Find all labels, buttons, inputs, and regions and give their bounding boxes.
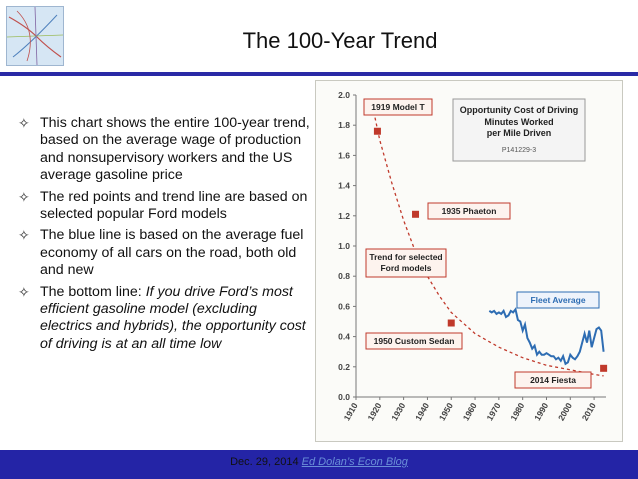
x-tick-label: 1910 [342, 401, 360, 423]
y-tick-label: 1.0 [338, 241, 350, 251]
four-point-star-outline-icon: ✧ [18, 188, 30, 205]
slide-title: The 100-Year Trend [242, 28, 438, 53]
bullet-item: ✧ The blue line is based on the average … [18, 227, 310, 279]
annotation-fiesta: 2014 Fiesta [530, 375, 576, 385]
bullet-list: ✧ This chart shows the entire 100-year t… [18, 115, 310, 357]
map-thumbnail-image [6, 6, 64, 66]
footer: Dec. 29, 2014 Ed Dolan’s Econ Blog [0, 456, 638, 468]
footer-date: Dec. 29, 2014 [230, 456, 299, 468]
annotation-phaeton: 1935 Phaeton [442, 206, 497, 216]
bullet-text: The bottom line: [40, 283, 146, 300]
title-bar: The 100-Year Trend [0, 0, 638, 72]
four-point-star-outline-icon: ✧ [18, 283, 30, 300]
bullet-text: The red points and trend line are based … [40, 188, 308, 223]
annotation-trend-label: Ford models [380, 263, 431, 273]
x-tick-label: 2010 [580, 401, 598, 423]
annotation-custom-sedan-box [365, 332, 463, 350]
ford-model-marker [447, 319, 455, 327]
ford-model-marker [600, 364, 608, 372]
chart-title: Opportunity Cost of Driving [460, 105, 579, 115]
x-tick-label: 1960 [461, 401, 479, 423]
y-tick-label: 1.2 [338, 211, 350, 221]
annotation-model-t-box [363, 98, 433, 116]
bullet-item: ✧ The red points and trend line are base… [18, 189, 310, 224]
annotation-custom-sedan: 1950 Custom Sedan [374, 336, 455, 346]
bullet-text: This chart shows the entire 100-year tre… [40, 115, 310, 184]
four-point-star-outline-icon: ✧ [18, 115, 30, 131]
chart-subtitle: Minutes Worked [484, 117, 553, 127]
opportunity-cost-chart: 0.0 0.2 0.4 0.6 0.8 1.0 1.2 1.4 1.6 1.8 2.0 1910 192… [338, 90, 608, 423]
x-tick-label: 1920 [365, 401, 383, 423]
annotation-phaeton-box [427, 202, 511, 220]
ford-model-marker [412, 210, 420, 218]
chart-title-box [452, 98, 586, 162]
ford-trend-line [374, 117, 604, 377]
y-tick-label: 1.8 [338, 120, 350, 130]
bullet-item: ✧ This chart shows the entire 100-year t… [18, 115, 310, 185]
x-tick-label: 1940 [413, 401, 431, 423]
x-tick-label: 1930 [389, 401, 407, 423]
x-tick-label: 1970 [484, 401, 502, 423]
annotation-fleet-box [516, 291, 600, 309]
chart-subtitle: per Mile Driven [487, 128, 552, 138]
title-divider [0, 72, 638, 76]
annotation-fiesta-box [514, 371, 592, 389]
ford-model-marker [373, 127, 381, 135]
chart-image-frame: 0.0 0.2 0.4 0.6 0.8 1.0 1.2 1.4 1.6 1.8 2.0 1910 192… [315, 80, 623, 442]
chart-code: P141229-3 [502, 147, 536, 154]
x-tick-label: 1990 [532, 401, 550, 423]
y-tick-label: 2.0 [338, 90, 350, 100]
footer-link[interactable]: Ed Dolan’s Econ Blog [301, 456, 408, 468]
four-point-star-outline-icon: ✧ [18, 227, 30, 244]
annotation-trend-label: Trend for selected [369, 252, 442, 262]
bullet-text: The blue line is based on the average fu… [40, 227, 304, 279]
map-lines [7, 7, 63, 65]
y-tick-label: 1.6 [338, 150, 350, 160]
annotation-trend-label-box [365, 248, 447, 278]
x-tick-label: 2000 [556, 401, 574, 423]
y-tick-label: 0.0 [338, 392, 350, 402]
y-tick-label: 0.2 [338, 362, 350, 372]
y-tick-label: 0.8 [338, 271, 350, 281]
fleet-average-line [488, 307, 605, 366]
annotation-model-t: 1919 Model T [371, 102, 425, 112]
y-tick-label: 0.6 [338, 301, 350, 311]
y-tick-label: 1.4 [338, 181, 350, 191]
bullet-italic-text: If you drive Ford’s most efficient gasol… [40, 283, 306, 352]
bullet-item: ✧ The bottom line: If you drive Ford’s m… [18, 284, 310, 354]
y-tick-label: 0.4 [338, 332, 350, 342]
x-tick-label: 1950 [437, 401, 455, 423]
annotation-fleet-average: Fleet Average [530, 295, 585, 305]
footer-band [0, 450, 638, 479]
x-tick-label: 1980 [508, 401, 526, 423]
